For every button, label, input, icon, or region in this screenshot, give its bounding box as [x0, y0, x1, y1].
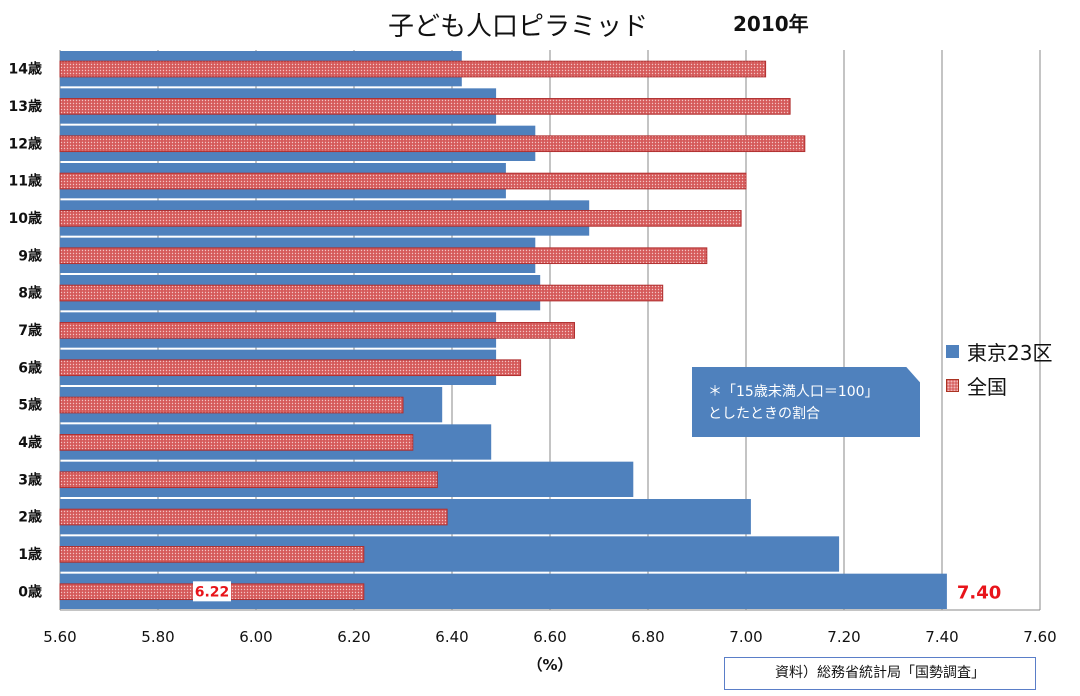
x-tick-label: 5.80	[141, 628, 174, 646]
bar-national	[59, 396, 404, 414]
x-tick-label: 7.00	[729, 628, 762, 646]
bar-national	[59, 135, 806, 153]
x-tick-label: 6.60	[533, 628, 566, 646]
legend: 東京23区 全国	[946, 334, 1052, 402]
bar-national	[59, 434, 414, 451]
category-label: 10歳	[9, 210, 42, 227]
legend-item-national: 全国	[946, 368, 1052, 402]
bar-national	[59, 508, 448, 526]
bar-national	[59, 359, 522, 377]
bar-national	[59, 98, 791, 115]
category-label: 9歳	[18, 247, 42, 264]
category-label: 11歳	[9, 173, 42, 190]
x-tick-label: 7.60	[1023, 628, 1056, 646]
category-label: 4歳	[18, 434, 42, 451]
note-line-1: ＊「15歳未満人口＝100」	[708, 384, 879, 400]
legend-swatch-tokyo	[946, 344, 959, 358]
category-label: 2歳	[18, 509, 42, 526]
category-label: 1歳	[18, 546, 42, 563]
data-label-tokyo: 7.40	[957, 582, 1001, 603]
legend-swatch-national	[946, 378, 959, 392]
bar-national	[59, 284, 664, 302]
chart-year: 2010年	[733, 12, 809, 36]
note-callout: ＊「15歳未満人口＝100」 としたときの割合	[692, 367, 920, 437]
data-label-national: 6.22	[195, 584, 230, 600]
legend-label-tokyo: 東京23区	[967, 340, 1053, 365]
category-label: 12歳	[9, 135, 42, 152]
category-label: 14歳	[9, 61, 42, 78]
category-label: 7歳	[18, 322, 42, 339]
x-tick-label: 5.60	[43, 628, 76, 646]
category-label: 0歳	[18, 583, 42, 600]
chart-title: 子ども人口ピラミッド	[388, 12, 649, 42]
category-label: 6歳	[18, 359, 42, 376]
x-tick-label: 6.20	[337, 628, 370, 646]
x-tick-label: 6.00	[239, 628, 272, 646]
x-tick-label: 6.40	[435, 628, 468, 646]
x-tick-label: 7.40	[925, 628, 958, 646]
note-line-2: としたときの割合	[708, 406, 820, 422]
legend-item-tokyo: 東京23区	[946, 334, 1052, 368]
category-label: 8歳	[18, 285, 42, 302]
bar-national	[59, 247, 708, 265]
x-tick-label: 6.80	[631, 628, 664, 646]
bar-national	[59, 322, 575, 339]
legend-label-national: 全国	[967, 374, 1007, 399]
data-label-bg	[193, 581, 231, 602]
bar-national	[59, 210, 742, 227]
bar-national	[59, 60, 767, 78]
source-box: 資料）総務省統計局「国勢調査」	[724, 657, 1036, 690]
bar-national	[59, 471, 438, 489]
bar-national	[59, 172, 747, 190]
category-label: 3歳	[18, 471, 42, 488]
category-label: 13歳	[9, 98, 42, 115]
category-label: 5歳	[18, 397, 42, 414]
bar-national	[59, 546, 365, 563]
x-tick-label: 7.20	[827, 628, 860, 646]
x-axis-label: （%）	[527, 656, 572, 674]
